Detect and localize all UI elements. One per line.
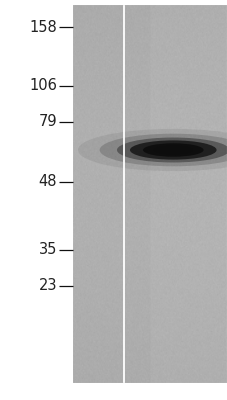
Ellipse shape bbox=[142, 143, 203, 157]
Bar bbox=[72, 4, 227, 384]
Ellipse shape bbox=[78, 129, 227, 171]
Ellipse shape bbox=[99, 134, 227, 166]
Text: 79: 79 bbox=[38, 114, 57, 130]
Text: 23: 23 bbox=[38, 278, 57, 294]
Ellipse shape bbox=[116, 138, 227, 162]
Text: 48: 48 bbox=[38, 174, 57, 190]
Ellipse shape bbox=[129, 140, 216, 160]
Ellipse shape bbox=[153, 146, 192, 154]
Text: 106: 106 bbox=[29, 78, 57, 94]
Text: 35: 35 bbox=[38, 242, 57, 258]
Text: 158: 158 bbox=[29, 20, 57, 35]
